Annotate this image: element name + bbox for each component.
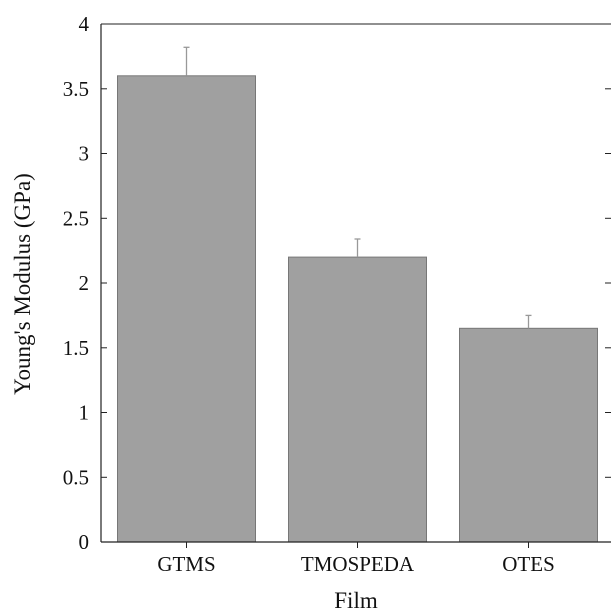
y-tick-label-6: 3: [79, 142, 90, 166]
bar-otes: [459, 327, 598, 543]
y-tick-label-7: 3.5: [63, 77, 89, 101]
y-tick-label-3: 1.5: [63, 336, 89, 360]
error-bars-layer: [183, 46, 532, 329]
y-tick-label-1: 0.5: [63, 465, 89, 489]
y-tick-label-0: 0: [79, 530, 90, 554]
axis-ticks-layer: GTMS TMOSPEDA OTES 0 0.5 1 1.5 2 2.5 3 3.5 4: [63, 12, 611, 576]
y-axis-title: Young's Modulus (GPa): [10, 173, 35, 395]
y-tick-label-2: 1: [79, 401, 90, 425]
y-tick-label-8: 4: [79, 12, 90, 36]
bar-tmospeda: [288, 256, 427, 543]
x-tick-label-otes: OTES: [502, 552, 555, 576]
x-axis-title: Film: [334, 588, 378, 613]
x-tick-label-gtms: GTMS: [157, 552, 215, 576]
x-tick-label-tmospeda: TMOSPEDA: [301, 552, 415, 576]
y-tick-label-5: 2.5: [63, 206, 89, 230]
bar-gtms: [117, 75, 256, 543]
y-tick-label-4: 2: [79, 271, 90, 295]
bars-layer: [117, 75, 598, 543]
